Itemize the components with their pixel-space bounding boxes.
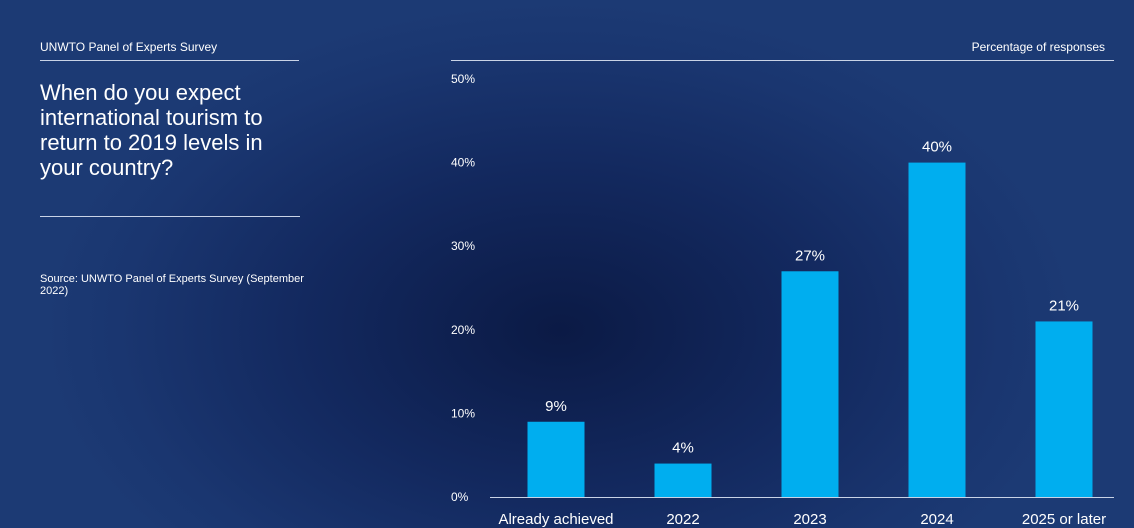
divider-top-left	[40, 60, 299, 61]
y-tick-label: 40%	[451, 156, 475, 170]
bar	[1035, 321, 1093, 497]
y-tick-label: 50%	[451, 72, 475, 86]
divider-mid-left	[40, 216, 300, 217]
y-tick-label: 30%	[451, 239, 475, 253]
survey-label: UNWTO Panel of Experts Survey	[40, 40, 218, 54]
question-title: When do you expect international tourism…	[40, 80, 263, 180]
bar	[908, 162, 966, 497]
data-label: 9%	[545, 398, 567, 415]
source-note: Source: UNWTO Panel of Experts Survey (S…	[40, 273, 304, 297]
data-label: 27%	[795, 247, 825, 264]
x-tick-label: 2025 or later	[1022, 511, 1106, 528]
x-tick-label: 2023	[793, 511, 826, 528]
y-tick-label: 10%	[451, 406, 475, 420]
data-label: 4%	[672, 440, 694, 457]
data-label: 21%	[1049, 297, 1079, 314]
measure-label: Percentage of responses	[971, 40, 1105, 54]
bar	[781, 271, 839, 497]
y-tick-label: 20%	[451, 323, 475, 337]
x-tick-label: 2024	[920, 511, 953, 528]
y-tick-label: 0%	[451, 490, 469, 504]
x-tick-label: Already achieved	[498, 511, 613, 528]
bar	[654, 463, 712, 497]
bar	[527, 421, 585, 497]
divider-top-right	[451, 60, 1114, 61]
data-label: 40%	[922, 139, 952, 156]
x-tick-label: 2022	[666, 511, 699, 528]
